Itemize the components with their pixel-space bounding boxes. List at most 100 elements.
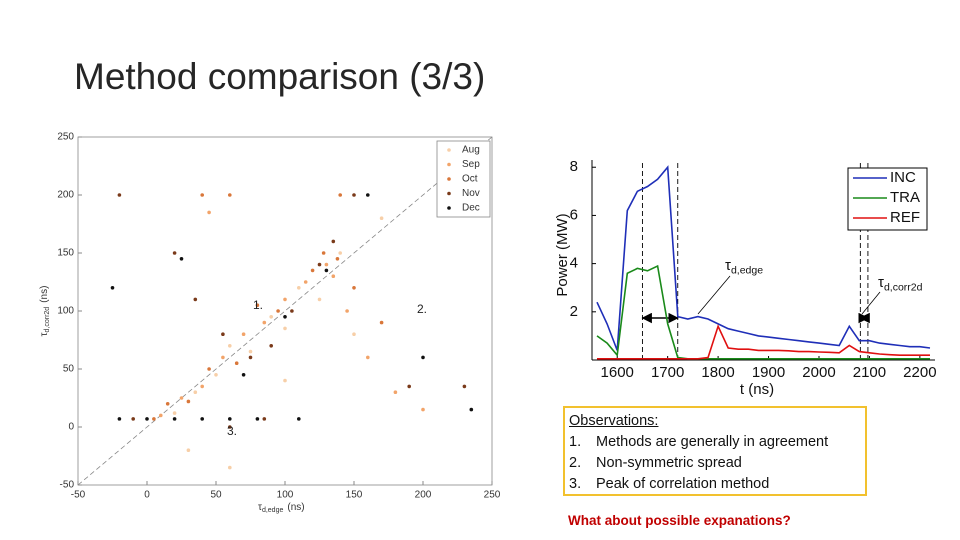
- scatter-point: [255, 417, 260, 421]
- y-axis-label: Power (MW): [554, 213, 571, 296]
- item-text: Peak of correlation method: [596, 476, 770, 492]
- scatter-point: [262, 417, 267, 421]
- x-tick-label: 200: [415, 490, 432, 501]
- scatter-point: [324, 268, 329, 273]
- scatter-point: [110, 286, 115, 290]
- x-tick-label: 250: [484, 490, 501, 501]
- annotation-main: τ: [878, 274, 884, 291]
- x-axis-label-sub: d,edge: [262, 507, 284, 514]
- item-number: 3.: [569, 476, 582, 492]
- series-line: [597, 324, 930, 360]
- scatter-point: [352, 193, 356, 197]
- x-tick-label: 100: [277, 490, 294, 501]
- scatter-point: [165, 402, 170, 406]
- scatter-point: [324, 262, 329, 267]
- scatter-point: [186, 448, 191, 453]
- x-tick-label: 2100: [853, 364, 886, 381]
- legend-marker: [447, 191, 451, 196]
- scatter-point: [221, 332, 225, 337]
- scatter-point: [255, 303, 260, 308]
- scatter-point: [352, 332, 356, 337]
- y-tick-label: 2: [570, 303, 578, 320]
- observation-item: 1. Methods are generally in agreement: [569, 432, 865, 453]
- observations-heading: Observations:: [569, 413, 659, 429]
- scatter-point: [269, 344, 274, 348]
- scatter-point: [248, 355, 253, 360]
- observations-box: Observations: 1. Methods are generally in…: [563, 406, 867, 496]
- scatter-point: [421, 407, 425, 412]
- y-axis-label: τd,corr2d (ns): [39, 286, 51, 337]
- scatter-point: [186, 399, 191, 404]
- annotation: τd,edge: [725, 257, 763, 276]
- legend: INC TRA REF: [847, 167, 928, 231]
- scatter-point: [248, 349, 253, 354]
- scatter-point: [321, 251, 326, 255]
- scatter-point: [366, 355, 370, 360]
- scatter-point: [172, 411, 177, 415]
- legend-label: INC: [890, 169, 916, 186]
- x-tick-label: 50: [210, 490, 222, 501]
- y-tick-label: -50: [60, 480, 75, 491]
- scatter-point: [269, 315, 274, 319]
- x-tick-label: 1900: [752, 364, 785, 381]
- y-tick-label: 4: [570, 255, 578, 272]
- scatter-point: [462, 384, 467, 389]
- scatter-point: [352, 286, 356, 290]
- scatter-point: [283, 315, 287, 319]
- scatter-point: [172, 251, 177, 255]
- scatter-point: [228, 465, 232, 470]
- scatter-point: [234, 361, 239, 366]
- scatter-point: [331, 274, 336, 279]
- scatter-point: [228, 425, 232, 429]
- scatter-point: [131, 417, 135, 421]
- scatter-point: [117, 417, 122, 421]
- scatter-point: [379, 216, 384, 220]
- scatter-point: [193, 390, 198, 395]
- scatter-point: [117, 193, 122, 197]
- legend: Aug Sep Oct Nov Dec: [436, 140, 491, 218]
- item-text: Non-symmetric spread: [596, 455, 742, 471]
- scatter-point: [145, 417, 149, 421]
- annotation-sub: d,edge: [731, 264, 763, 276]
- scatter-point: [338, 251, 343, 255]
- annotation: τd,corr2d: [878, 274, 923, 293]
- observation-item: 2. Non-symmetric spread: [569, 453, 865, 474]
- legend-label: Nov: [462, 188, 480, 199]
- scatter-point: [379, 320, 384, 325]
- annotation-sub: d,corr2d: [884, 281, 923, 293]
- y-tick-label: 8: [570, 158, 578, 175]
- legend-marker: [447, 148, 451, 152]
- scatter-point: [200, 417, 204, 421]
- scatter-point: [228, 344, 232, 348]
- line-chart: 1600 1700 1800 1900 2000 2100 2200 2 4 6 8 INC TRA RE…: [554, 158, 937, 398]
- x-axis-label: t (ns): [740, 381, 774, 398]
- x-axis-label: τd,edge (ns): [258, 502, 305, 514]
- scatter-point: [221, 355, 225, 360]
- scatter-point: [152, 417, 156, 421]
- scatter-point: [241, 373, 246, 377]
- scatter-point: [421, 355, 425, 360]
- scatter-point: [469, 407, 474, 412]
- y-tick-label: 50: [63, 364, 75, 375]
- scatter-point: [241, 332, 246, 337]
- reference-line: [77, 136, 493, 486]
- x-tick-label: 1800: [701, 364, 734, 381]
- legend-label: REF: [890, 209, 920, 226]
- scatter-point: [193, 297, 198, 302]
- y-tick-label: 150: [57, 248, 74, 259]
- y-tick-label: 250: [57, 132, 74, 143]
- x-tick-label: 1700: [651, 364, 684, 381]
- scatter-point: [283, 297, 287, 302]
- question: What about possible expanations?: [568, 513, 791, 528]
- legend-marker: [447, 206, 451, 210]
- scatter-point: [290, 309, 294, 313]
- legend-label: Oct: [462, 174, 478, 185]
- scatter-point: [283, 326, 287, 331]
- scatter-point: [338, 193, 343, 197]
- x-tick-label: 0: [144, 490, 150, 501]
- scatter-point: [393, 390, 398, 395]
- item-number: 2.: [569, 455, 582, 471]
- annotation-leader: [861, 291, 881, 315]
- scatter-point: [276, 309, 280, 313]
